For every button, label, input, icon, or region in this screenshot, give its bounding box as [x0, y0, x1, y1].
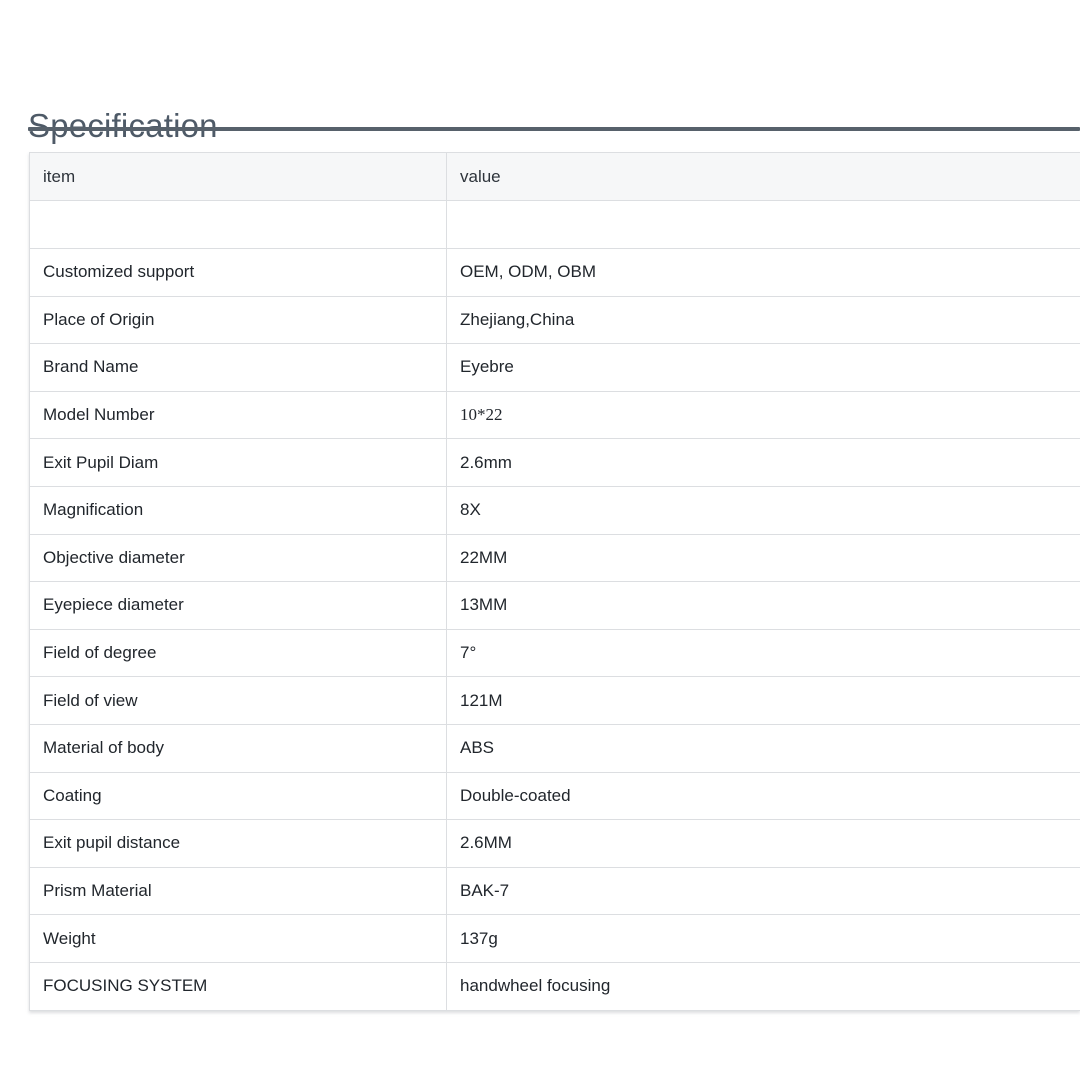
- spec-value-cell: BAK-7: [446, 866, 1080, 916]
- spec-item-cell: Field of degree: [29, 628, 447, 678]
- title-divider: [28, 127, 1080, 131]
- spec-item-cell: Material of body: [29, 723, 447, 773]
- spec-item-cell: Exit pupil distance: [29, 819, 447, 868]
- column-header-item: item: [29, 152, 447, 201]
- spec-value-cell: ABS: [446, 723, 1080, 773]
- table-row: Model Number 10*22: [29, 390, 1080, 440]
- spec-value-cell: 121M: [446, 676, 1080, 725]
- spec-value-cell: OEM, ODM, OBM: [446, 248, 1080, 297]
- table-row: Weight 137g: [29, 914, 1080, 963]
- spec-value-cell: 8X: [446, 485, 1080, 535]
- spec-item-cell: Eyepiece diameter: [29, 581, 447, 630]
- spec-value-cell: 2.6mm: [446, 438, 1080, 487]
- table-row: Field of view 121M: [29, 676, 1080, 725]
- spec-value-cell: [446, 200, 1080, 249]
- spec-value-cell: Zhejiang,China: [446, 295, 1080, 345]
- column-header-value: value: [446, 152, 1080, 201]
- spec-item-cell: Objective diameter: [29, 533, 447, 583]
- spec-item-cell: Prism Material: [29, 866, 447, 916]
- spec-value-cell: 137g: [446, 914, 1080, 963]
- table-header-row: item value: [29, 152, 1080, 201]
- table-row: Exit pupil distance 2.6MM: [29, 819, 1080, 868]
- spec-item-cell: FOCUSING SYSTEM: [29, 961, 447, 1011]
- table-row: Eyepiece diameter 13MM: [29, 581, 1080, 630]
- table-row: Exit Pupil Diam 2.6mm: [29, 438, 1080, 487]
- spec-table-container: item value Customized support OEM, ODM, …: [29, 152, 1080, 1011]
- table-row: Customized support OEM, ODM, OBM: [29, 248, 1080, 297]
- table-row: Prism Material BAK-7: [29, 866, 1080, 916]
- table-row: [29, 200, 1080, 249]
- spec-item-cell: Brand Name: [29, 343, 447, 392]
- spec-value-cell: 13MM: [446, 581, 1080, 630]
- table-row: Magnification 8X: [29, 485, 1080, 535]
- spec-item-cell: Customized support: [29, 248, 447, 297]
- spec-value-cell: 22MM: [446, 533, 1080, 583]
- spec-item-cell: Model Number: [29, 390, 447, 440]
- table-row: Place of Origin Zhejiang,China: [29, 295, 1080, 345]
- table-row: Objective diameter 22MM: [29, 533, 1080, 583]
- spec-value-cell: handwheel focusing: [446, 961, 1080, 1011]
- spec-value-cell: 7°: [446, 628, 1080, 678]
- spec-item-cell: Place of Origin: [29, 295, 447, 345]
- table-row: Brand Name Eyebre: [29, 343, 1080, 392]
- table-row: FOCUSING SYSTEM handwheel focusing: [29, 961, 1080, 1011]
- table-body: Customized support OEM, ODM, OBM Place o…: [29, 200, 1080, 1011]
- table-row: Material of body ABS: [29, 723, 1080, 773]
- spec-item-cell: Weight: [29, 914, 447, 963]
- spec-item-cell: Coating: [29, 771, 447, 821]
- spec-value-cell: Double-coated: [446, 771, 1080, 821]
- table-row: Field of degree 7°: [29, 628, 1080, 678]
- spec-table: item value Customized support OEM, ODM, …: [29, 152, 1080, 1011]
- spec-value-cell: 10*22: [446, 390, 1080, 440]
- spec-item-cell: Field of view: [29, 676, 447, 725]
- page-title: Specification: [28, 107, 218, 145]
- spec-value-cell: 2.6MM: [446, 819, 1080, 868]
- spec-value-cell: Eyebre: [446, 343, 1080, 392]
- table-row: Coating Double-coated: [29, 771, 1080, 821]
- spec-item-cell: Exit Pupil Diam: [29, 438, 447, 487]
- spec-item-cell: [29, 200, 447, 249]
- spec-item-cell: Magnification: [29, 485, 447, 535]
